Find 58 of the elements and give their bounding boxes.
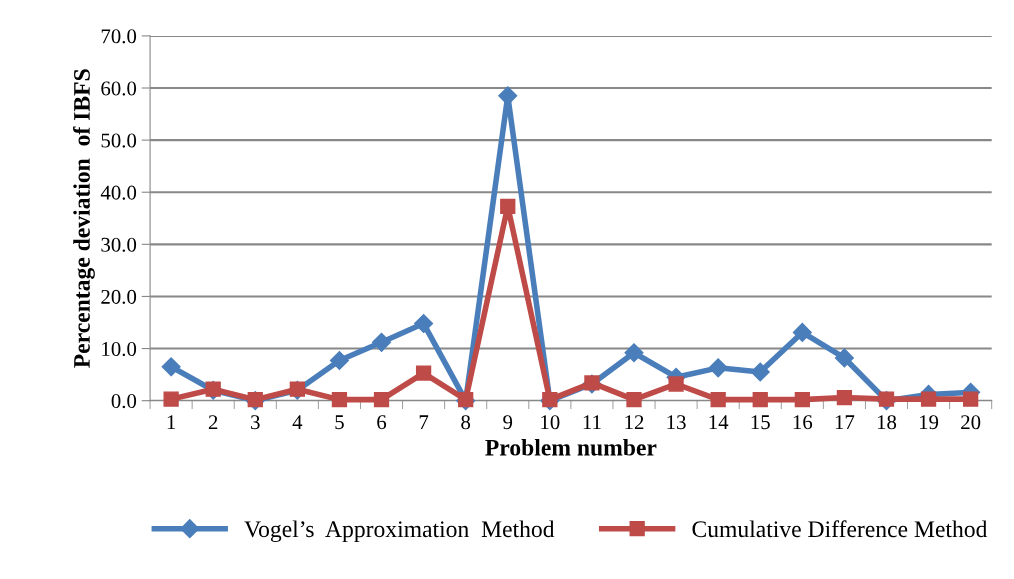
- point: [414, 314, 434, 334]
- x-tick-label: 19: [919, 415, 939, 430]
- point: [794, 391, 810, 408]
- point: [668, 376, 684, 392]
- x-tick-label: 12: [625, 415, 644, 430]
- x-tick-label: 13: [667, 415, 686, 430]
- x-tick-label: 14: [709, 415, 729, 430]
- x-tick-label: 20: [961, 415, 981, 430]
- x-tick-label: 6: [377, 415, 387, 430]
- point: [963, 391, 979, 407]
- x-tick-label: 18: [877, 415, 897, 430]
- point: [500, 198, 516, 214]
- point: [710, 391, 726, 408]
- point: [750, 362, 770, 382]
- point: [792, 322, 812, 342]
- x-tick-label: 5: [335, 415, 344, 430]
- x-tick-label: 2: [208, 415, 218, 430]
- x-tick-label: 1: [167, 415, 176, 430]
- point: [331, 391, 348, 408]
- y-tick-label: 0.0: [111, 394, 137, 409]
- x-axis-title: Problem number: [485, 439, 657, 456]
- legend-label: Cumulative Difference Method: [692, 520, 988, 538]
- point: [371, 332, 392, 352]
- x-tick-label: 7: [419, 415, 429, 430]
- x-tick-label: 10: [541, 415, 560, 430]
- x-tick-label: 17: [835, 415, 855, 430]
- point: [708, 358, 728, 378]
- x-tick-label: 11: [583, 415, 601, 430]
- point: [161, 357, 181, 377]
- legend-label: Vogel’s Approximation Method: [244, 520, 555, 543]
- point: [626, 391, 642, 408]
- y-tick-label: 50.0: [101, 133, 137, 148]
- point: [205, 381, 221, 397]
- point: [878, 391, 895, 407]
- point: [752, 391, 768, 408]
- y-tick-label: 20.0: [101, 289, 137, 304]
- x-tick-label: 15: [751, 415, 770, 430]
- y-tick-label: 30.0: [101, 237, 137, 252]
- x-tick-label: 8: [461, 415, 471, 430]
- y-tick-label: 60.0: [101, 81, 137, 96]
- point: [920, 391, 937, 407]
- point: [415, 365, 432, 381]
- x-tick-label: 9: [503, 415, 513, 430]
- point: [289, 381, 305, 397]
- point: [373, 391, 390, 408]
- point: [163, 391, 179, 407]
- point: [834, 348, 854, 368]
- y-tick-label: 10.0: [102, 341, 137, 357]
- y-axis-title: Percentage deviation of IBFS: [73, 69, 95, 368]
- x-tick-label: 3: [251, 415, 260, 430]
- point: [836, 389, 853, 406]
- point: [498, 86, 518, 106]
- y-tick-label: 70.0: [101, 29, 137, 44]
- x-tick-label: 4: [292, 415, 303, 430]
- y-tick-label: 40.0: [100, 185, 137, 200]
- point: [624, 343, 644, 363]
- point: [329, 351, 349, 371]
- x-tick-label: 16: [793, 415, 813, 430]
